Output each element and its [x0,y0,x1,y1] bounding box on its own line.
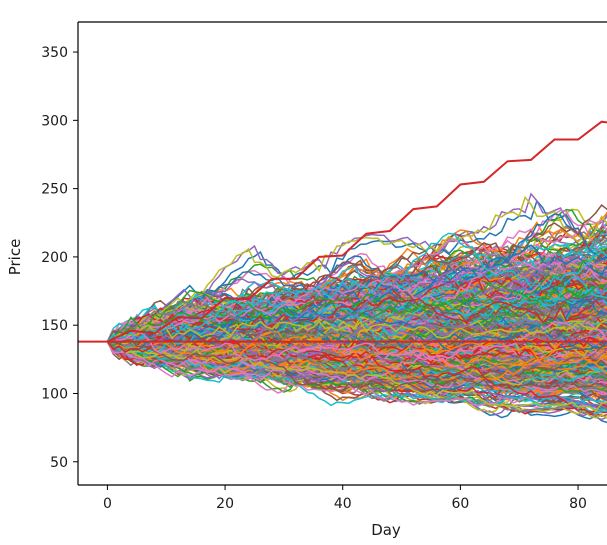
y-tick-label: 100 [41,386,68,402]
x-tick-label: 0 [103,496,112,512]
simulation-path [107,330,607,366]
simulation-path [107,334,607,380]
x-tick-label: 80 [569,496,587,512]
simulation-path [107,318,607,383]
highlight-path [106,120,607,343]
y-tick-label: 250 [41,182,68,198]
simulation-path [106,297,607,354]
simulation-path [106,281,607,347]
simulation-path [106,288,607,350]
simulation-path [106,327,607,356]
x-tick-label: 40 [334,496,352,512]
simulation-path [106,282,607,343]
y-tick-label: 350 [41,45,68,61]
y-tick-label: 200 [41,250,68,266]
simulation-path [106,341,607,395]
simulation-path [106,232,607,343]
y-axis-label: Price [6,239,24,276]
simulation-path [107,319,607,343]
simulation-path [106,261,607,343]
x-axis-ticks: 0 20 40 60 80 [103,485,587,512]
simulation-path [107,339,607,392]
y-tick-label: 50 [50,455,68,471]
simulation-path [107,338,607,409]
simulation-path [106,302,607,352]
x-axis-label: Day [371,521,401,539]
simulation-path [107,340,607,413]
y-axis-ticks: 50 100 150 200 250 300 350 [41,45,78,471]
simulation-path [107,320,607,362]
y-tick-label: 150 [41,318,68,334]
simulation-path [107,300,607,343]
x-tick-label: 60 [451,496,469,512]
x-tick-label: 20 [216,496,234,512]
overlay-layer [78,120,607,343]
simulation-paths [106,192,607,424]
y-tick-label: 300 [41,113,68,129]
simulation-path [106,309,607,372]
